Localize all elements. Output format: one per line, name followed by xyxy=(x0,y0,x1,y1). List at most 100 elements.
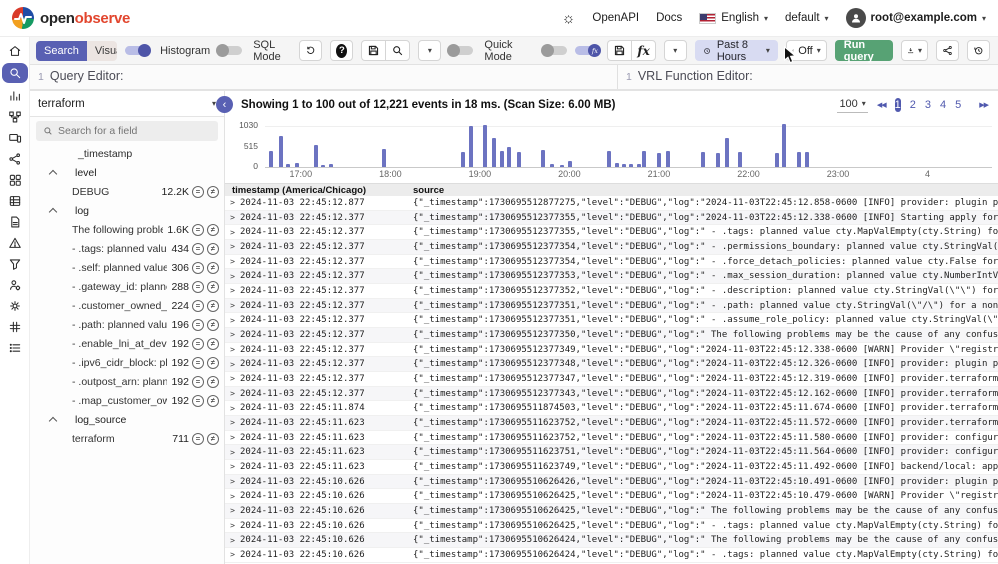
histogram-bar[interactable] xyxy=(607,150,611,167)
field-search-input[interactable]: Search for a field xyxy=(36,121,218,141)
sidebar-item-home[interactable] xyxy=(3,42,27,59)
sidebar-item-reports[interactable] xyxy=(3,213,27,230)
page-button-2[interactable]: 2 xyxy=(909,99,916,111)
field-value-row[interactable]: The following problems may ... 1.6K = ≠ xyxy=(30,220,224,239)
not-equals-filter-button[interactable]: ≠ xyxy=(207,394,219,407)
expand-row-icon[interactable]: > xyxy=(230,315,235,325)
expand-row-icon[interactable]: > xyxy=(230,359,235,369)
histogram-bar[interactable] xyxy=(636,163,641,167)
vrl-function-toggle[interactable]: fx xyxy=(575,44,602,57)
histogram-bar[interactable] xyxy=(500,150,505,167)
sidebar-item-streams[interactable] xyxy=(3,192,27,209)
expand-row-icon[interactable]: > xyxy=(230,242,235,252)
sidebar-item-iam[interactable] xyxy=(3,276,27,293)
sidebar-item-traces[interactable] xyxy=(3,108,27,125)
histogram-bar[interactable] xyxy=(469,125,474,167)
histogram-bar[interactable] xyxy=(461,151,466,167)
stream-select[interactable]: terraform ▾ xyxy=(30,91,224,117)
not-equals-filter-button[interactable]: ≠ xyxy=(207,375,219,388)
first-page-button[interactable]: ◀◀ xyxy=(876,102,887,109)
table-row[interactable]: > 2024-11-03 22:45:10.626 {"_timestamp":… xyxy=(225,489,998,505)
not-equals-filter-button[interactable]: ≠ xyxy=(207,356,219,369)
table-row[interactable]: > 2024-11-03 22:45:12.377 {"_timestamp":… xyxy=(225,254,998,270)
field-group-log[interactable]: log xyxy=(30,201,224,220)
function-dropdown[interactable]: ▾ xyxy=(663,40,687,61)
histogram-bar[interactable] xyxy=(286,164,291,167)
function-list-button[interactable]: fx xyxy=(631,40,656,61)
table-row[interactable]: > 2024-11-03 22:45:12.377 {"_timestamp":… xyxy=(225,269,998,285)
sidebar-item-slack[interactable] xyxy=(3,318,27,335)
expand-row-icon[interactable]: > xyxy=(230,389,235,399)
field-value-row[interactable]: - .map_customer_owned_ip_o... 192 = ≠ xyxy=(30,391,224,410)
sidebar-item-pipelines[interactable] xyxy=(3,150,27,167)
table-row[interactable]: > 2024-11-03 22:45:11.874 {"_timestamp":… xyxy=(225,401,998,417)
table-row[interactable]: > 2024-11-03 22:45:12.377 {"_timestamp":… xyxy=(225,313,998,329)
quick-mode-toggle[interactable] xyxy=(447,44,474,57)
expand-row-icon[interactable]: > xyxy=(230,227,235,237)
download-results-button[interactable]: ▾ xyxy=(900,40,928,61)
equals-filter-button[interactable]: = xyxy=(192,432,204,445)
not-equals-filter-button[interactable]: ≠ xyxy=(207,261,219,274)
histogram-bar[interactable] xyxy=(701,151,706,167)
not-equals-filter-button[interactable]: ≠ xyxy=(207,280,219,293)
not-equals-filter-button[interactable]: ≠ xyxy=(207,185,219,198)
expand-row-icon[interactable]: > xyxy=(230,345,235,355)
save-function-button[interactable] xyxy=(607,40,632,61)
histogram-bar[interactable] xyxy=(483,124,488,167)
equals-filter-button[interactable]: = xyxy=(192,318,204,331)
expand-row-icon[interactable]: > xyxy=(230,198,235,208)
expand-row-icon[interactable]: > xyxy=(230,374,235,384)
histogram-bar[interactable] xyxy=(321,164,326,167)
help-button[interactable]: ? xyxy=(330,40,354,61)
saved-search-dropdown[interactable]: ▾ xyxy=(418,40,442,61)
table-row[interactable]: > 2024-11-03 22:45:12.377 {"_timestamp":… xyxy=(225,372,998,387)
histogram-bar[interactable] xyxy=(269,150,274,167)
expand-row-icon[interactable]: > xyxy=(230,462,235,472)
expand-row-icon[interactable]: > xyxy=(230,418,235,428)
table-row[interactable]: > 2024-11-03 22:45:12.377 {"_timestamp":… xyxy=(225,357,998,373)
page-button-5[interactable]: 5 xyxy=(955,99,962,111)
tab-visualize[interactable]: Visualize xyxy=(86,40,118,61)
not-equals-filter-button[interactable]: ≠ xyxy=(207,299,219,312)
field-value-row[interactable]: - .enable_lni_at_device_index:... 192 = … xyxy=(30,334,224,353)
save-search-button[interactable] xyxy=(361,40,386,61)
table-row[interactable]: > 2024-11-03 22:45:10.626 {"_timestamp":… xyxy=(225,504,998,519)
vrl-function-editor[interactable]: 1 VRL Function Editor: xyxy=(617,65,998,89)
equals-filter-button[interactable]: = xyxy=(192,280,204,293)
table-row[interactable]: > 2024-11-03 22:45:11.623 {"_timestamp":… xyxy=(225,430,998,446)
reset-query-button[interactable] xyxy=(299,40,323,61)
expand-row-icon[interactable]: > xyxy=(230,433,235,443)
table-row[interactable]: > 2024-11-03 22:45:10.626 {"_timestamp":… xyxy=(225,474,998,490)
histogram-bar[interactable] xyxy=(491,138,496,167)
expand-row-icon[interactable]: > xyxy=(230,286,235,296)
table-row[interactable]: > 2024-11-03 22:45:12.377 {"_timestamp":… xyxy=(225,210,998,226)
tab-search[interactable]: Search xyxy=(36,40,87,61)
last-page-button[interactable]: ▶▶ xyxy=(979,102,989,109)
brand-logo[interactable]: openobserve xyxy=(12,7,130,29)
search-history-button[interactable] xyxy=(967,40,990,61)
histogram-bar[interactable] xyxy=(615,162,620,167)
expand-row-icon[interactable]: > xyxy=(230,477,235,487)
histogram-bar[interactable] xyxy=(516,151,521,167)
expand-row-icon[interactable]: > xyxy=(230,521,235,531)
expand-row-icon[interactable]: > xyxy=(230,330,235,340)
expand-row-icon[interactable]: > xyxy=(230,403,235,413)
not-equals-filter-button[interactable]: ≠ xyxy=(207,337,219,350)
expand-row-icon[interactable]: > xyxy=(230,506,235,516)
openapi-link[interactable]: OpenAPI xyxy=(592,12,640,24)
page-button-4[interactable]: 4 xyxy=(939,99,947,111)
histogram-bar[interactable] xyxy=(294,162,299,167)
histogram-bar[interactable] xyxy=(804,151,809,167)
table-row[interactable]: > 2024-11-03 22:45:10.626 {"_timestamp":… xyxy=(225,533,998,549)
column-timestamp[interactable]: timestamp (America/Chicago) xyxy=(232,184,367,196)
query-editor[interactable]: 1 Query Editor: xyxy=(30,65,617,89)
table-row[interactable]: > 2024-11-03 22:45:12.877 {"_timestamp":… xyxy=(225,196,998,211)
sidebar-item-settings[interactable] xyxy=(3,297,27,314)
expand-row-icon[interactable]: > xyxy=(230,550,235,560)
histogram-bar[interactable] xyxy=(382,148,387,167)
histogram-bar[interactable] xyxy=(716,152,721,167)
histogram-bar[interactable] xyxy=(641,150,646,167)
table-row[interactable]: > 2024-11-03 22:45:10.626 {"_timestamp":… xyxy=(225,548,998,563)
table-row[interactable]: > 2024-11-03 22:45:12.377 {"_timestamp":… xyxy=(225,225,998,241)
histogram-bar[interactable] xyxy=(775,153,780,167)
